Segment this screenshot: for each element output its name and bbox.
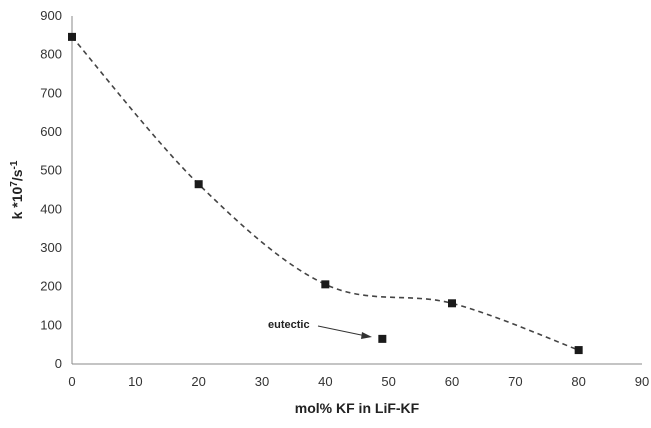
x-tick-label: 40 [318,374,332,389]
y-tick-label: 800 [40,47,62,62]
y-tick-label: 200 [40,279,62,294]
annotation-arrow-line [317,325,367,337]
y-tick-label: 500 [40,163,62,178]
x-tick-label: 50 [381,374,395,389]
data-point [378,334,387,343]
data-point [321,280,330,289]
data-point [574,346,583,355]
x-tick-label: 20 [191,374,205,389]
x-tick-label: 10 [128,374,142,389]
x-tick-label: 0 [68,374,75,389]
y-axis-title-sup1: 7 [9,181,20,187]
annotation-arrowhead [361,332,372,339]
eutectic-annotation: eutectic [268,319,372,339]
data-point [194,180,203,189]
y-axis-title: k *107/s-1 [9,160,25,219]
annotation-label: eutectic [268,319,310,331]
y-axis-title-sup2: -1 [9,160,20,169]
y-tick-labels: 0 100 200 300 400 500 600 700 800 900 [40,8,62,371]
trendline [71,36,579,351]
y-axis-title-base: k *10 [9,187,25,220]
data-point [68,32,76,41]
y-tick-label: 600 [40,124,62,139]
y-axis-title-mid: /s [9,169,25,181]
y-tick-label: 400 [40,201,62,216]
x-tick-labels: 0 10 20 30 40 50 60 70 80 90 [68,374,649,389]
x-tick-label: 80 [571,374,585,389]
y-tick-label: 0 [55,356,62,371]
x-tick-label: 90 [635,374,649,389]
y-tick-label: 900 [40,8,62,23]
data-point [448,299,456,308]
y-tick-label: 100 [40,317,62,332]
x-tick-label: 60 [445,374,459,389]
y-tick-label: 300 [40,240,62,255]
y-tick-label: 700 [40,85,62,100]
x-tick-label: 30 [255,374,269,389]
data-points [68,32,583,355]
x-tick-label: 70 [508,374,522,389]
x-axis-title: mol% KF in LiF-KF [295,400,420,416]
